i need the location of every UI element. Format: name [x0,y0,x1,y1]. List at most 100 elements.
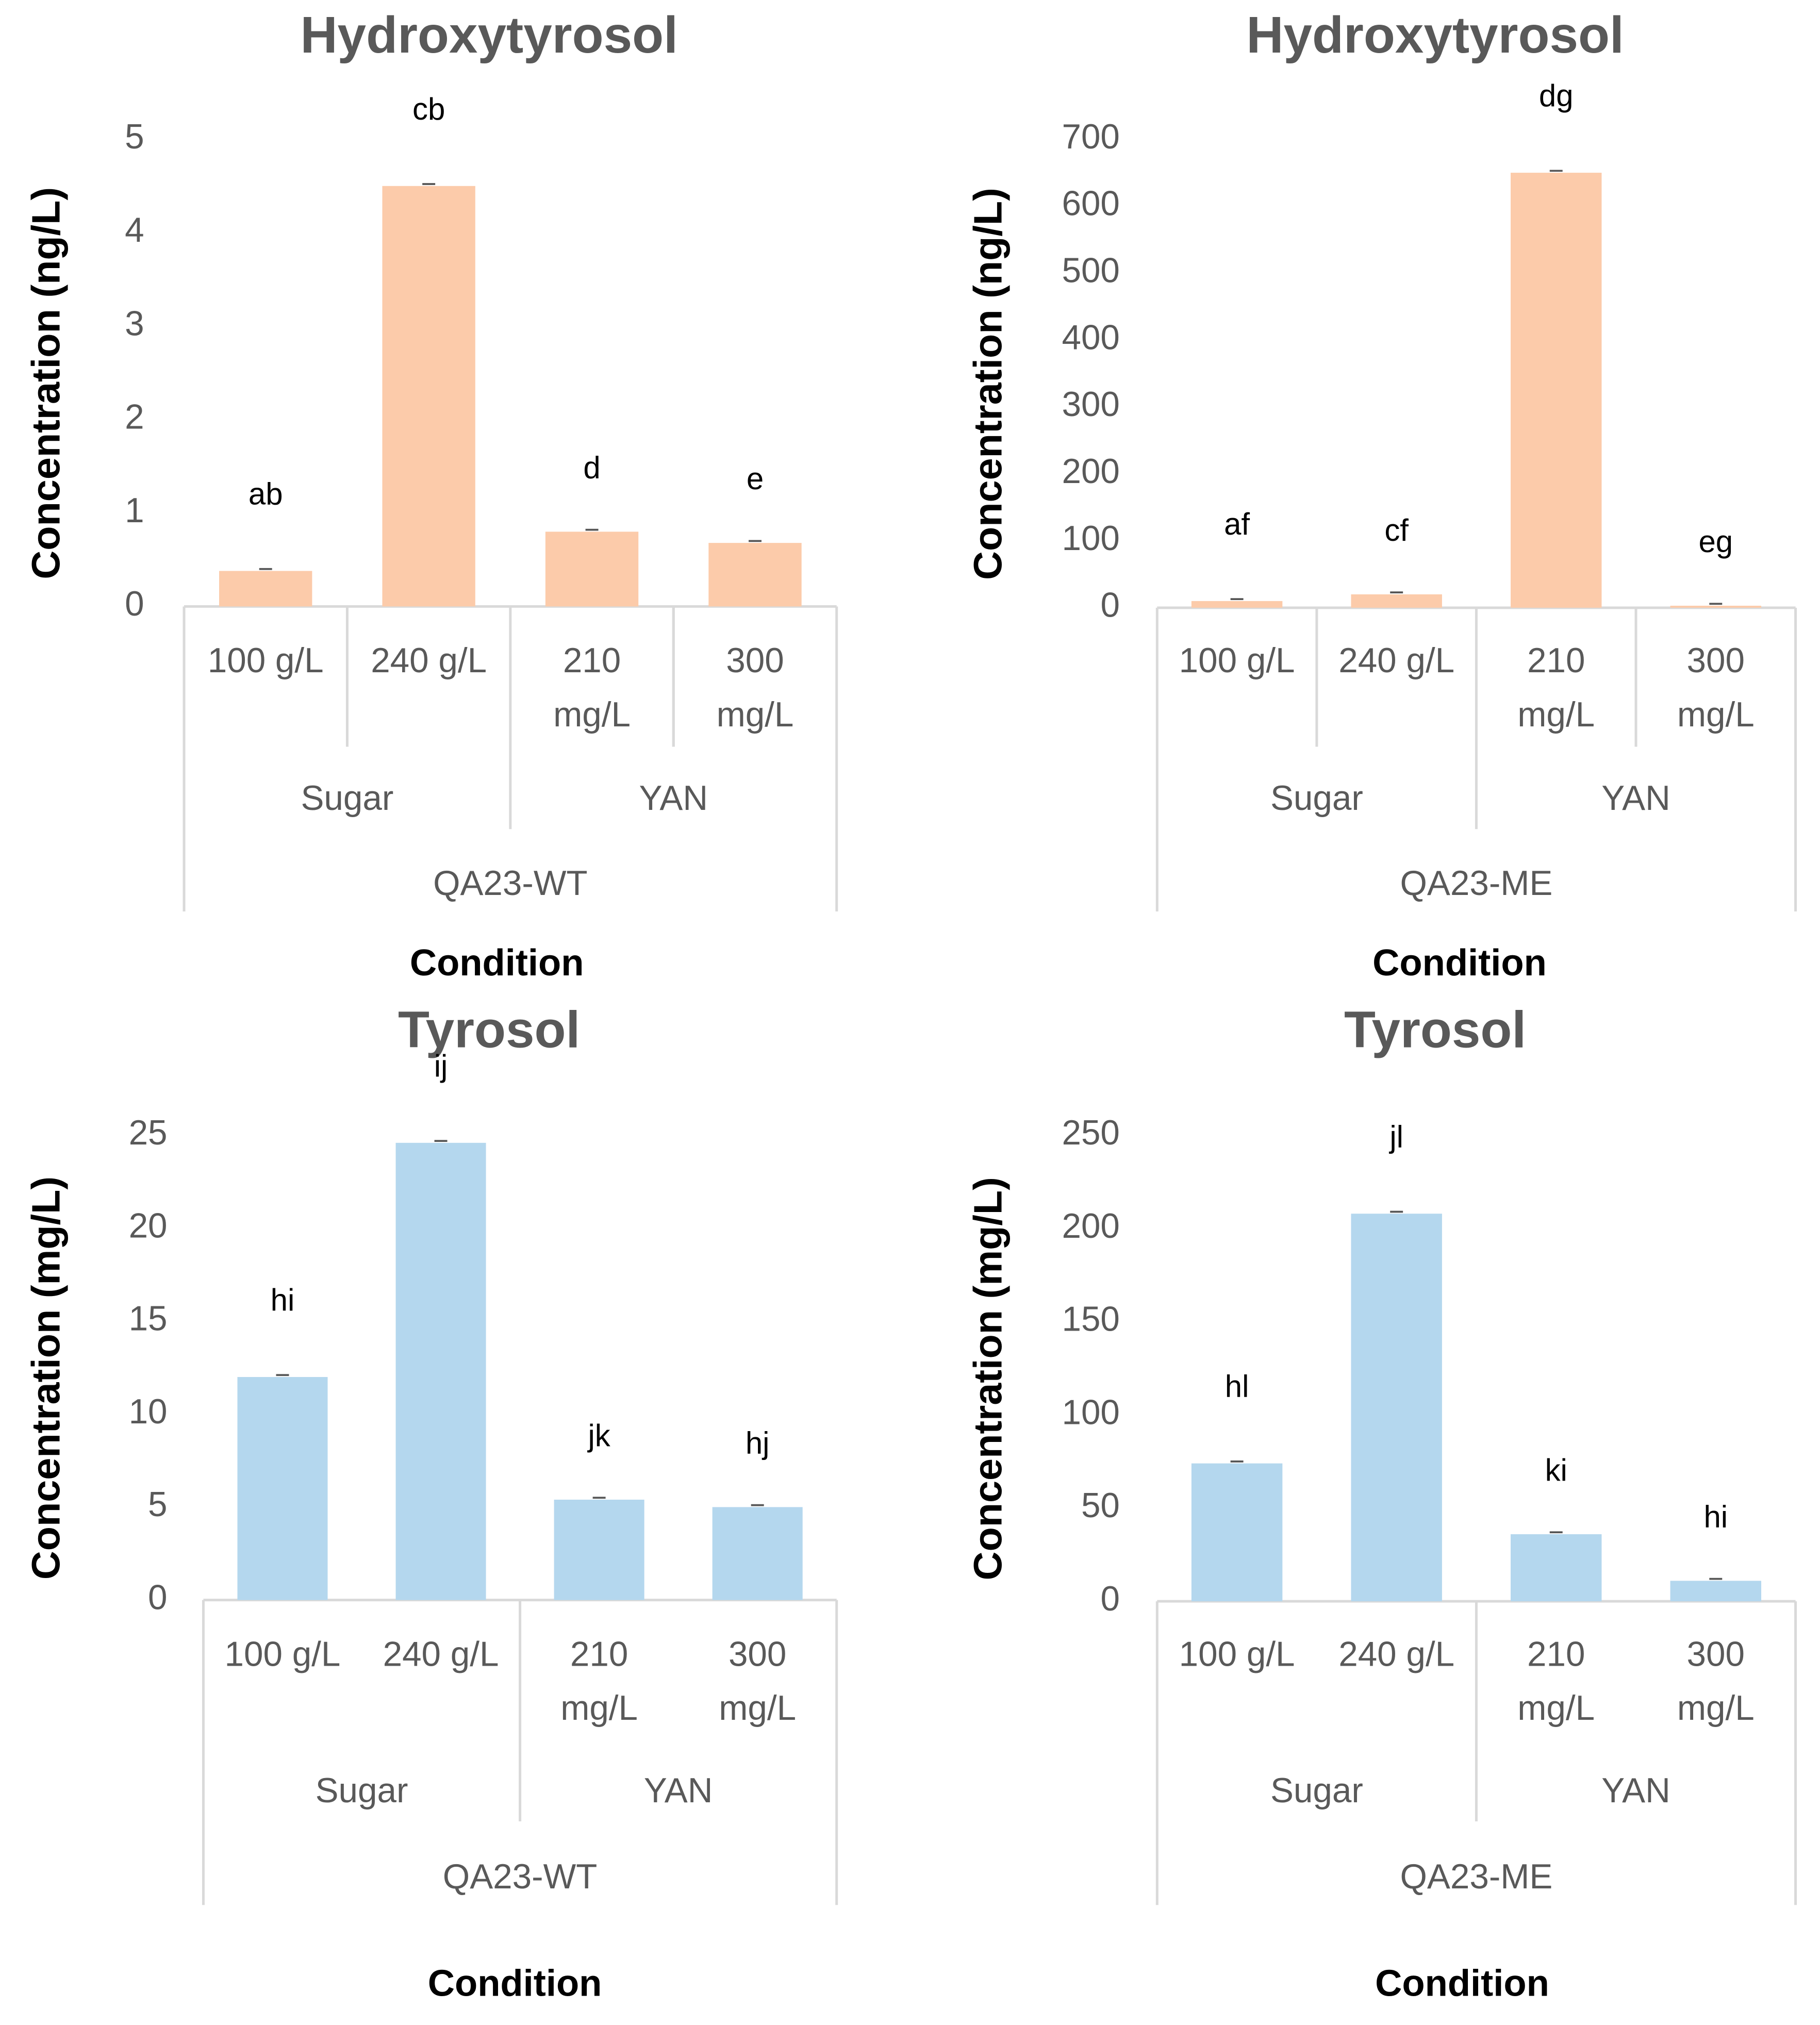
category-label: mg/L [719,1689,796,1728]
bar [237,1377,328,1600]
bar [708,543,802,607]
significance-letter: af [1224,507,1250,541]
category-label: 100 g/L [1179,1635,1295,1673]
significance-letter: hi [1703,1499,1728,1534]
bar [1191,1463,1283,1602]
category-label: 240 g/L [383,1635,499,1673]
y-tick-label: 0 [148,1578,167,1617]
category-label: 210 [570,1635,628,1673]
significance-letter: cf [1384,513,1409,547]
category-label: mg/L [1677,1689,1755,1728]
strain-label: QA23-ME [1400,864,1553,903]
bar [1670,605,1762,608]
category-label: 300 [1687,1635,1745,1673]
group-label: Sugar [1270,1771,1363,1810]
category-label: 100 g/L [208,641,324,680]
significance-letter: hl [1225,1369,1249,1404]
bar [554,1499,644,1600]
chart-panel-2: Tyrosol Concentration (mg/L) Condition 0 5 10… [24,1002,838,2004]
significance-letter: dg [1539,78,1574,113]
group-label: Sugar [301,779,393,818]
bar [1511,173,1602,608]
group-label: Sugar [1270,779,1363,818]
significance-letter: ki [1545,1453,1567,1487]
chart-panel-1: Hydroxytyrosol Concentration (ng/L) Condit… [966,7,1797,984]
group-label: Sugar [316,1771,408,1810]
group-label: YAN [1601,779,1670,818]
chart-title: Tyrosol [1344,1002,1526,1059]
significance-letter: ij [434,1049,448,1083]
y-tick-label: 700 [1062,118,1119,156]
category-label: mg/L [560,1689,638,1728]
y-tick-label: 50 [1081,1486,1120,1525]
bar [1511,1534,1602,1602]
bar [712,1507,803,1600]
category-label: 300 [726,641,784,680]
strain-label: QA23-WT [433,864,588,903]
x-axis-label: Condition [428,1963,602,2004]
significance-letter: hj [746,1425,770,1460]
y-tick-label: 5 [148,1485,167,1524]
category-label: mg/L [553,695,631,734]
category-label: 210 [1527,641,1585,680]
significance-letter: e [747,461,764,496]
y-tick-label: 4 [125,211,144,250]
y-tick-label: 1 [125,491,144,530]
y-tick-label: 0 [1100,586,1119,625]
y-tick-label: 150 [1062,1300,1119,1339]
y-tick-label: 0 [1100,1580,1119,1618]
bar [545,532,639,607]
x-axis-label: Condition [1372,942,1547,984]
y-axis-label: Concentration (mg/L) [966,1177,1011,1580]
y-axis-label: Concentration (ng/L) [966,188,1011,580]
category-label: mg/L [1517,1689,1595,1728]
significance-letter: jl [1388,1119,1403,1154]
y-tick-label: 3 [125,304,144,343]
chart-title: Tyrosol [398,1002,580,1059]
bar [395,1142,486,1600]
y-tick-label: 200 [1062,1207,1119,1246]
chart-title: Hydroxytyrosol [1246,7,1624,64]
category-label: 300 [729,1635,786,1673]
y-tick-label: 2 [125,398,144,437]
group-label: YAN [644,1771,713,1810]
significance-letter: eg [1698,524,1733,559]
category-label: 240 g/L [1338,641,1454,680]
y-tick-label: 20 [129,1206,168,1245]
significance-letter: d [583,450,600,485]
bar [382,186,475,607]
y-tick-label: 200 [1062,452,1119,491]
y-axis-label: Concentration (mg/L) [24,1176,68,1580]
y-tick-label: 100 [1062,519,1119,558]
group-label: YAN [639,779,708,818]
category-label: 210 [563,641,621,680]
y-tick-label: 10 [129,1392,168,1431]
category-label: 300 [1687,641,1745,680]
category-label: 100 g/L [1179,641,1295,680]
y-tick-label: 500 [1062,252,1119,290]
y-tick-label: 25 [129,1114,168,1152]
category-label: mg/L [1677,695,1755,734]
significance-letter: hi [271,1283,295,1317]
group-label: YAN [1601,1771,1670,1810]
category-label: 100 g/L [225,1635,341,1673]
bar [1670,1581,1762,1602]
category-label: mg/L [1517,695,1595,734]
strain-label: QA23-ME [1400,1857,1553,1896]
strain-label: QA23-WT [443,1857,598,1896]
chart-panel-0: Hydroxytyrosol Concentration (ng/L) Condit… [24,7,838,984]
category-label: mg/L [717,695,794,734]
bar [219,571,312,607]
y-tick-label: 300 [1062,385,1119,424]
y-axis-label: Concentration (ng/L) [24,187,68,579]
y-tick-label: 250 [1062,1114,1119,1152]
y-tick-label: 0 [125,585,144,623]
chart-title: Hydroxytyrosol [300,7,677,64]
y-tick-label: 100 [1062,1393,1119,1432]
significance-letter: ab [249,477,283,511]
bar [1351,594,1442,608]
x-axis-label: Condition [410,942,584,984]
x-axis-label: Condition [1375,1963,1549,2004]
bar [1351,1214,1442,1602]
